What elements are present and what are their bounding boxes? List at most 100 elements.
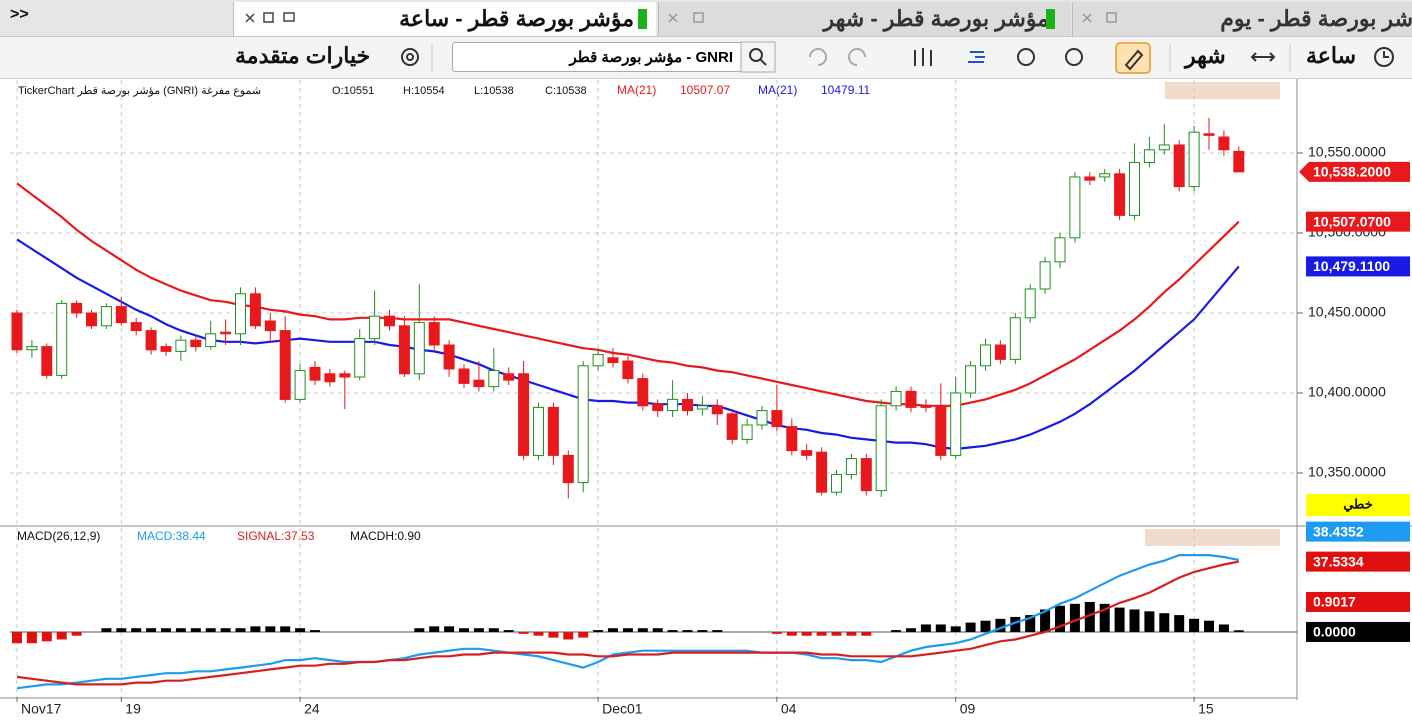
candle-body	[413, 322, 425, 375]
x-tick-label: 19	[125, 701, 141, 717]
histogram-bar	[41, 631, 52, 642]
candle-body	[1069, 176, 1081, 239]
histogram-bar	[1040, 609, 1051, 632]
tab-label: مؤشر بورصة قطر - ساعة	[399, 6, 634, 31]
candle-body	[130, 322, 142, 332]
histogram-bar	[846, 631, 857, 636]
histogram-bar	[1144, 611, 1155, 632]
histogram-bar	[920, 624, 931, 632]
close-icon[interactable]	[245, 13, 255, 23]
histogram-bar	[131, 628, 142, 632]
maximize-icon[interactable]	[1106, 12, 1117, 23]
candle-body	[1129, 162, 1140, 216]
histogram-bar	[578, 631, 589, 638]
candle-body	[622, 360, 634, 380]
histogram-bar	[622, 628, 633, 632]
search-button[interactable]	[740, 41, 776, 73]
tab[interactable]: مؤشر بورصة قطر - ساعة	[233, 2, 656, 36]
candle-body	[1084, 176, 1096, 181]
symbol-search[interactable]: GNRI - مؤشر بورصة قطر	[452, 42, 742, 72]
panel-controls[interactable]	[1165, 82, 1280, 99]
candle-body	[71, 302, 83, 314]
interval-button[interactable]: ساعة	[1306, 43, 1357, 68]
x-tick-label: 24	[304, 701, 320, 717]
legend-value: 10479.11	[821, 83, 870, 97]
legend-name: SIGNAL:37.53	[237, 529, 315, 543]
histogram-bar	[146, 628, 157, 632]
magnifier	[759, 58, 767, 66]
histogram-bar	[295, 628, 306, 632]
tab-bar: << مؤشر بورصة قطر - ساعة مؤشر بورصة قطر …	[0, 0, 1412, 37]
candle-body	[935, 405, 947, 456]
candle-body	[711, 405, 723, 415]
alert-icon[interactable]	[1017, 48, 1035, 66]
candle-body	[1039, 261, 1051, 290]
close-icon[interactable]	[1082, 13, 1092, 23]
candles-icon[interactable]	[914, 48, 932, 66]
ohlc-label: C:10538	[545, 85, 587, 97]
advanced-options[interactable]: خيارات متقدمة	[235, 43, 371, 68]
panel-controls	[1145, 82, 1280, 546]
close-icon[interactable]	[668, 13, 678, 23]
maximize-icon[interactable]	[693, 12, 704, 23]
clock-icon	[1374, 47, 1394, 67]
histogram-bar	[459, 628, 469, 632]
candle-body	[100, 306, 112, 327]
candle-body	[294, 370, 306, 400]
ohlc-label: H:10554	[403, 85, 445, 97]
ma-line	[16, 182, 1240, 407]
candle-body	[920, 405, 932, 408]
chart-title: TickerChart مؤشر بورصة قطر (GNRI) شموع م…	[18, 85, 261, 97]
clock-icon	[1383, 51, 1389, 58]
histogram-bar	[1025, 615, 1036, 632]
candle-body	[309, 366, 321, 381]
candle-body	[577, 365, 589, 484]
legend-name: MACD:38.44	[137, 529, 206, 543]
candle-body	[443, 344, 455, 370]
panel-controls[interactable]	[1145, 529, 1280, 546]
histogram-bar	[950, 626, 961, 632]
candle-body	[1143, 149, 1155, 164]
ma-line	[16, 238, 1240, 451]
candle-body	[607, 357, 619, 364]
gear-icon[interactable]	[401, 48, 419, 66]
detach-icon[interactable]	[283, 12, 295, 22]
candle-body	[756, 410, 768, 426]
y-tick-label: 10,400.0000	[1308, 384, 1386, 400]
redo-icon[interactable]	[848, 48, 866, 66]
histogram-bar	[637, 628, 648, 632]
histogram-bar	[280, 626, 291, 632]
candle-body	[965, 365, 977, 394]
search-text: GNRI - مؤشر بورصة قطر	[569, 49, 734, 66]
histogram-bar	[1189, 618, 1200, 632]
candle-body	[488, 370, 500, 388]
tab[interactable]: مؤشر بورصة قطر - شهر	[658, 2, 1071, 36]
tab[interactable]: شر بورصة قطر - يوم	[1072, 2, 1412, 36]
tab-marker	[1046, 9, 1055, 29]
histogram-bar	[220, 628, 231, 632]
tab-scroll[interactable]: <<	[10, 6, 29, 23]
histogram-bar	[786, 631, 797, 636]
scale-mode-box[interactable]	[1306, 494, 1410, 516]
histogram-bar	[935, 624, 946, 632]
candle-body	[354, 338, 366, 378]
candle-body	[145, 330, 157, 351]
candle-body	[339, 373, 351, 378]
candle-body	[980, 344, 991, 367]
candle-body	[220, 331, 232, 335]
candle-body	[562, 454, 574, 484]
histogram-bar	[310, 630, 320, 632]
lines-icon[interactable]	[968, 51, 985, 63]
indicator-icon[interactable]	[1065, 48, 1083, 66]
candle-body	[473, 379, 485, 388]
histogram-bar	[250, 626, 261, 632]
undo-icon[interactable]	[809, 48, 827, 66]
candle-body	[26, 346, 38, 351]
histogram-bar	[1099, 603, 1110, 632]
histogram-bar	[831, 631, 842, 636]
candle-body	[592, 354, 604, 367]
candle-body	[279, 330, 291, 400]
period-button[interactable]: شهر	[1185, 43, 1226, 68]
maximize-icon[interactable]	[263, 12, 274, 23]
candle-body	[786, 426, 798, 452]
